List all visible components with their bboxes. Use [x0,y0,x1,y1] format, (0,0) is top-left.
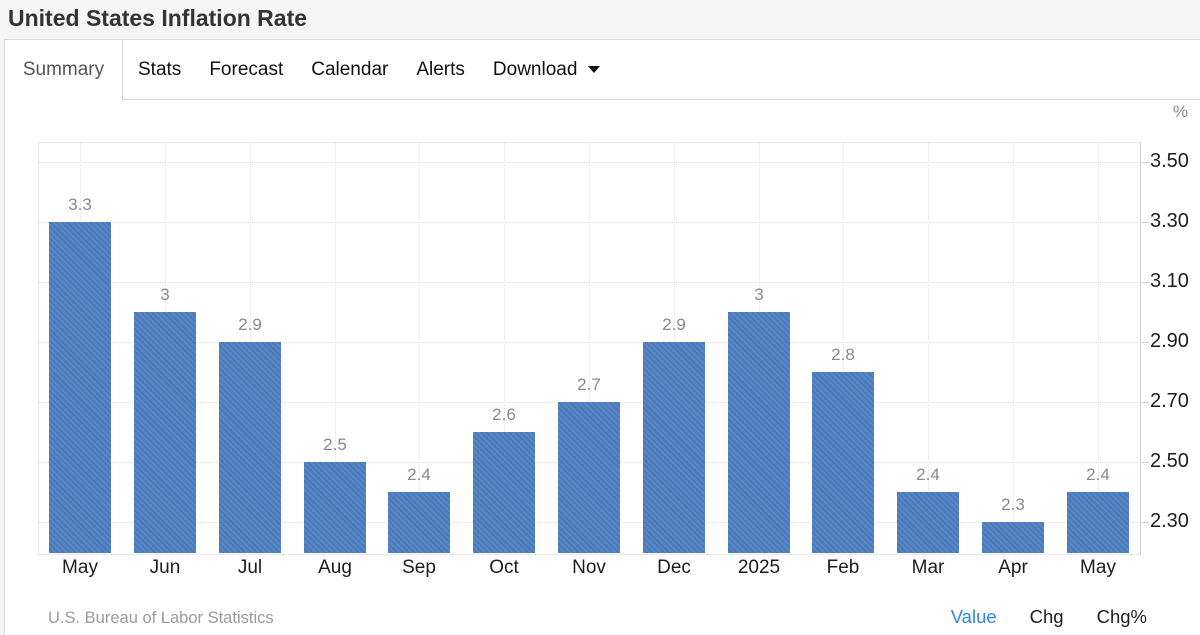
y-axis-label: 2.70 [1150,390,1189,412]
y-axis-label: 2.50 [1150,450,1189,472]
bar-Oct[interactable] [473,432,535,553]
y-axis-tick [1140,342,1149,343]
bar-value-label: 2.3 [1001,495,1025,514]
bar-May[interactable] [1067,492,1129,553]
tab-stats[interactable]: Stats [138,59,182,80]
bar-value-label: 2.9 [662,315,686,334]
y-axis-tick [1140,222,1149,223]
x-axis-label: Nov [572,557,606,578]
x-axis-label: Feb [826,557,860,578]
y-axis-label: 3.30 [1150,210,1189,232]
plot-area-border [38,142,1141,555]
y-axis-label: 2.30 [1150,510,1189,532]
gridline-vertical [843,143,844,553]
axis-unit-label: % [1172,102,1188,121]
y-axis-tick [1140,522,1149,523]
caret-down-icon [588,66,601,73]
tab-alerts[interactable]: Alerts [416,59,465,80]
x-axis-label: May [62,557,98,578]
gridline-vertical [928,143,929,553]
gridline-vertical [335,143,336,553]
bar-value-label: 2.6 [492,405,516,424]
bar-value-label: 2.4 [407,465,431,484]
x-axis-label: Jun [149,557,181,578]
chg-link[interactable]: Chg [1029,606,1064,627]
bar-Aug[interactable] [304,462,366,553]
tab-row: Stats Forecast Calendar Alerts Download [138,40,601,100]
x-axis-label: Sep [402,557,436,578]
x-axis-label: Apr [998,557,1028,578]
bar-Nov[interactable] [558,402,620,553]
bar-value-label: 3 [754,285,764,304]
gridline-vertical [419,143,420,553]
gridline-vertical [589,143,590,553]
bar-value-label: 2.4 [916,465,940,484]
header-strip [0,0,1200,39]
bar-value-label: 3.3 [68,195,92,214]
y-axis-label: 3.50 [1150,150,1189,172]
tab-summary[interactable]: Summary [5,40,123,101]
y-axis-tick [1140,462,1149,463]
bar-Apr[interactable] [982,522,1044,553]
bar-Sep[interactable] [388,492,450,553]
bar-value-label: 2.8 [831,345,855,364]
y-axis-tick [1140,162,1149,163]
bar-Jun[interactable] [134,312,196,553]
page-title: United States Inflation Rate [8,5,308,31]
y-axis-tick [1140,402,1149,403]
bar-Mar[interactable] [897,492,959,553]
gridline-vertical [1013,143,1014,553]
footer-links: Value Chg Chg% [951,606,1147,628]
bar-value-label: 2.9 [238,315,262,334]
x-axis-label: Aug [318,557,352,578]
y-axis-label: 3.10 [1150,270,1189,292]
x-axis-label: 2025 [737,557,781,578]
bar-Feb[interactable] [812,372,874,553]
x-axis-label: Dec [657,557,691,578]
tab-calendar[interactable]: Calendar [311,59,389,80]
y-axis-label: 2.90 [1150,330,1189,352]
bar-value-label: 2.4 [1086,465,1110,484]
x-axis-label: May [1080,557,1116,578]
gridline-vertical [1098,143,1099,553]
bar-value-label: 2.5 [323,435,347,454]
chgpct-link[interactable]: Chg% [1096,606,1147,627]
bar-value-label: 3 [160,285,170,304]
bar-Jul[interactable] [219,342,281,553]
tab-forecast[interactable]: Forecast [209,59,284,80]
tab-bar: Summary Stats Forecast Calendar Alerts D… [5,40,1200,101]
value-link[interactable]: Value [950,606,997,627]
source-link[interactable]: U.S. Bureau of Labor Statistics [48,609,274,627]
x-axis-label: Oct [489,557,519,578]
x-axis-label: Mar [911,557,945,578]
bar-Dec[interactable] [643,342,705,553]
bar-2025[interactable] [728,312,790,553]
gridline-vertical [504,143,505,553]
bar-value-label: 2.7 [577,375,601,394]
x-axis-label: Jul [237,557,263,578]
bar-May[interactable] [49,222,111,553]
y-axis-tick [1140,282,1149,283]
tab-download[interactable]: Download [493,59,601,81]
